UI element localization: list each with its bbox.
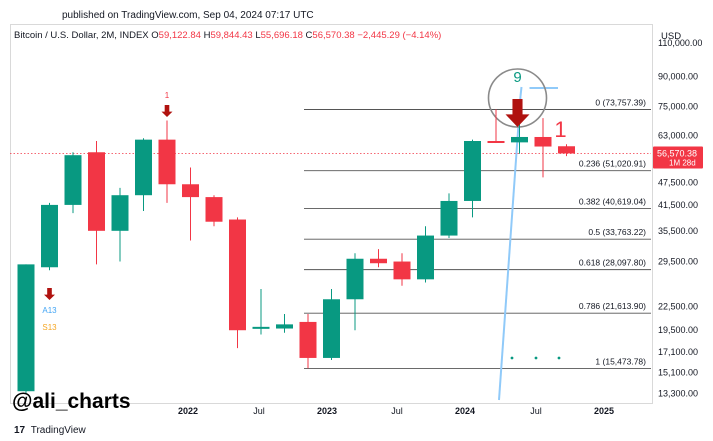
y-tick-5: 41,500.00 [658, 200, 698, 210]
down-arrow-icon-2024 [505, 99, 530, 127]
candle-body-19 [464, 141, 481, 201]
high-value: 59,844.43 [210, 30, 253, 41]
y-tick-12: 13,300.00 [658, 389, 698, 399]
symbol-ohlc-line: Bitcoin / U.S. Dollar, 2M, INDEX O59,122… [14, 30, 441, 41]
tradingview-footer[interactable]: 17 TradingView [14, 425, 86, 436]
time-axis: 2022 Jul 2023 Jul 2024 Jul 2025 [178, 406, 614, 416]
y-tick-10: 17,100.00 [658, 347, 698, 357]
candle-body-4 [111, 195, 129, 231]
high-label: H [203, 30, 211, 41]
candle-body-6 [158, 139, 176, 185]
candle-body-21 [511, 136, 528, 143]
x-tick-2: 2023 [317, 406, 337, 416]
fib-label-3: 0.5 (33,763.22) [588, 227, 646, 237]
low-value: 55,696.18 [260, 30, 303, 41]
candle-body-1 [41, 204, 58, 268]
future-dot-1 [534, 356, 538, 360]
candle-body-13 [323, 299, 340, 358]
x-tick-0: 2022 [178, 406, 198, 416]
future-dot-2 [557, 356, 561, 360]
open-label: O [151, 30, 159, 41]
candle-body-15 [370, 258, 387, 264]
y-tick-8: 22,500.00 [658, 301, 698, 311]
price-tag-box [653, 146, 703, 169]
candle-body-16 [393, 261, 411, 280]
candle-body-18 [440, 200, 458, 236]
x-tick-1: Jul [253, 406, 265, 416]
trend-line [498, 95, 522, 401]
candle-body-10 [252, 326, 270, 329]
author-watermark: @ali_charts [12, 390, 131, 413]
fib-label-6: 1 (15,473.78) [595, 357, 646, 367]
fib-retracement: 0 (73,757.39) 0.236 (51,020.91) 0.382 (40,… [304, 97, 651, 370]
price-axis: 110,000.00 90,000.00 75,000.00 63,000.00 47,… [653, 38, 703, 399]
currency-label: USD [661, 31, 682, 42]
candle-body-5 [135, 139, 152, 196]
candle-body-14 [346, 258, 364, 300]
tradingview-logo-icon: 17 [14, 425, 26, 436]
y-tick-0: 110,000.00 [658, 38, 702, 48]
y-tick-11: 15,100.00 [658, 368, 698, 378]
y-tick-2: 75,000.00 [658, 102, 698, 112]
candle-body-12 [299, 321, 317, 358]
published-caption: published on TradingView.com, Sep 04, 20… [62, 10, 314, 21]
y-tick-1: 90,000.00 [658, 71, 698, 81]
price-tag-sublabel: 1M 28d [669, 159, 696, 168]
price-tag-value: 56,570.38 [657, 149, 697, 159]
open-value: 59,122.84 [158, 30, 201, 41]
candle-body-7 [182, 184, 199, 198]
low-label: L [255, 30, 261, 41]
candle-body-3 [88, 152, 105, 231]
future-dot-0 [510, 356, 514, 360]
candle-body-17 [417, 235, 434, 280]
a13-label: A13 [42, 306, 57, 315]
s13-label: S13 [42, 323, 57, 332]
symbol-name: Bitcoin / U.S. Dollar, 2M, INDEX [14, 30, 149, 41]
y-tick-4: 47,500.00 [658, 178, 698, 188]
x-tick-4: 2024 [455, 406, 475, 416]
count-1-small-label: 1 [165, 91, 170, 100]
fib-label-5: 0.786 (21,613.90) [579, 301, 646, 311]
down-arrow-icon-top [161, 105, 173, 117]
candle-body-8 [205, 197, 223, 222]
trend-line-top [519, 86, 523, 97]
y-tick-7: 29,500.00 [658, 257, 698, 267]
count-9-label: 9 [513, 69, 521, 86]
candle-body-23 [558, 146, 575, 154]
close-label: C [305, 30, 313, 41]
y-tick-6: 35,500.00 [658, 226, 698, 236]
fib-label-4: 0.618 (28,097.80) [579, 258, 646, 268]
tradingview-brand: TradingView [30, 425, 86, 436]
candle-body-0 [17, 264, 35, 392]
signal-markers: 1 A13 S13 [42, 91, 561, 360]
change-value: −2,445.29 (−4.14%) [357, 30, 442, 41]
x-tick-5: Jul [530, 406, 542, 416]
chart-frame [10, 24, 653, 404]
count-1-large-label: 1 [554, 117, 566, 142]
candle-body-22 [534, 136, 552, 147]
fib-label-2: 0.382 (40,619.04) [579, 196, 646, 206]
candles [17, 109, 575, 394]
candle-body-2 [64, 155, 82, 205]
candle-body-20 [487, 141, 505, 144]
fib-label-0: 0 (73,757.39) [595, 97, 646, 107]
y-tick-9: 19,500.00 [658, 325, 698, 335]
down-arrow-icon-a13 [44, 288, 55, 300]
candle-body-11 [276, 324, 293, 329]
close-value: 56,570.38 [312, 30, 355, 41]
candle-body-9 [229, 219, 246, 331]
fib-label-1: 0.236 (51,020.91) [579, 159, 646, 169]
x-tick-3: Jul [391, 406, 403, 416]
x-tick-6: 2025 [594, 406, 614, 416]
y-tick-3: 63,000.00 [658, 131, 698, 141]
